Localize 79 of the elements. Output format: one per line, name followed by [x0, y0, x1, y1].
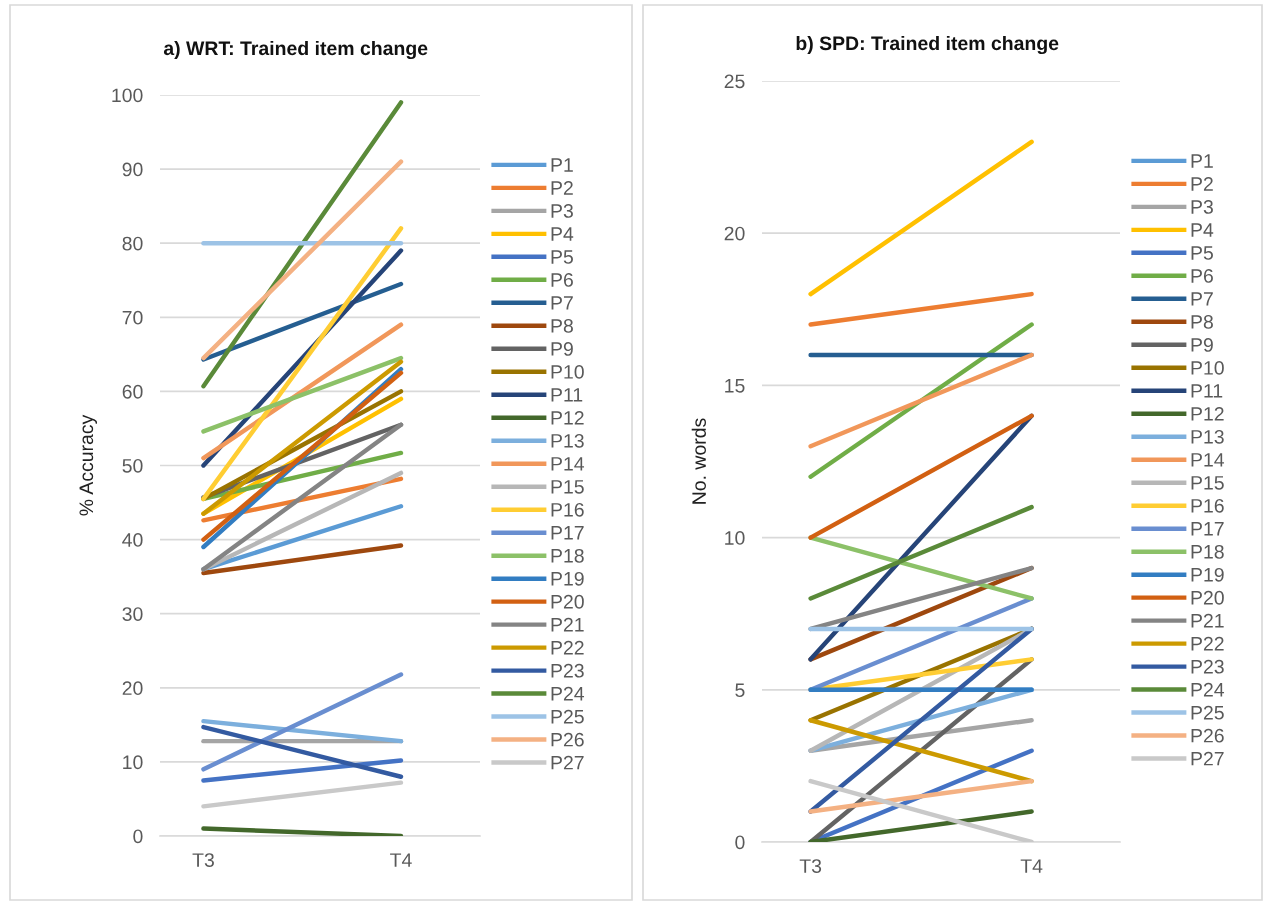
- legend-label: P6: [1191, 269, 1213, 283]
- y-axis-title: No. words: [691, 418, 706, 504]
- y-tick-label: 70: [122, 310, 143, 325]
- legend-label: P27: [1191, 751, 1224, 766]
- x-tick-label: T4: [1020, 859, 1043, 873]
- legend-label: P18: [1191, 544, 1224, 559]
- y-axis-title: % Accuracy: [79, 414, 98, 516]
- legend-label: P22: [1191, 636, 1224, 651]
- y-tick-label: 20: [122, 681, 143, 696]
- x-tick-label: T4: [390, 853, 412, 867]
- y-tick-label: 90: [122, 162, 143, 177]
- legend-label: P18: [551, 548, 584, 563]
- legend-label: P1: [1191, 154, 1213, 168]
- y-tick-label: 25: [724, 74, 745, 89]
- legend-label: P6: [551, 273, 573, 287]
- y-tick-label: 50: [122, 458, 143, 473]
- legend-label: P21: [1191, 613, 1224, 628]
- legend-label: P2: [551, 181, 573, 195]
- legend-label: P26: [551, 732, 584, 747]
- legend-label: P24: [1191, 682, 1225, 697]
- y-tick-label: 80: [122, 236, 143, 251]
- chart-title: b) SPD: Trained item change: [796, 35, 1059, 55]
- legend-label: P27: [551, 755, 584, 770]
- legend-label: P8: [1191, 315, 1213, 329]
- legend-label: P12: [1191, 406, 1224, 421]
- legend-label: P22: [551, 640, 584, 655]
- legend-label: P1: [551, 158, 573, 172]
- legend-label: P11: [551, 388, 583, 402]
- legend-label: P25: [551, 709, 584, 724]
- legend-label: P16: [551, 502, 584, 517]
- y-tick-label: 100: [112, 88, 143, 103]
- legend-label: P13: [551, 433, 584, 448]
- legend-label: P10: [551, 365, 584, 379]
- legend-label: P10: [1191, 361, 1224, 375]
- legend-label: P9: [1191, 338, 1213, 352]
- legend-label: P17: [1191, 522, 1224, 536]
- legend-label: P19: [1191, 567, 1224, 582]
- legend-label: P14: [1191, 453, 1225, 467]
- legend-label: P9: [551, 342, 573, 356]
- legend-label: P13: [1191, 429, 1224, 444]
- legend-label: P12: [551, 410, 584, 425]
- y-tick-label: 0: [133, 829, 143, 844]
- legend-label: P14: [551, 457, 585, 471]
- y-tick-label: 30: [122, 607, 143, 621]
- y-tick-label: 0: [735, 835, 745, 850]
- y-tick-label: 60: [122, 384, 143, 399]
- legend-label: P17: [551, 526, 584, 540]
- legend-label: P5: [551, 250, 573, 264]
- legend-label: P3: [1191, 200, 1213, 214]
- legend-label: P2: [1191, 177, 1213, 191]
- y-tick-label: 20: [724, 226, 745, 241]
- y-tick-label: 40: [122, 533, 143, 547]
- chart-title: a) WRT: Trained item change: [163, 40, 428, 60]
- legend-label: P19: [551, 571, 584, 586]
- legend-label: P3: [551, 204, 573, 218]
- y-tick-label: 5: [735, 683, 745, 698]
- y-tick-label: 15: [725, 379, 745, 393]
- x-tick-label: T3: [192, 853, 214, 867]
- legend-label: P26: [1191, 728, 1224, 743]
- legend-label: P7: [1191, 292, 1213, 306]
- legend-label: P7: [551, 296, 573, 310]
- legend-label: P20: [1191, 590, 1224, 605]
- legend-label: P5: [1191, 246, 1213, 260]
- x-tick-label: T3: [799, 859, 822, 873]
- y-tick-label: 10: [725, 531, 745, 545]
- legend-label: P4: [1191, 223, 1214, 237]
- legend-label: P8: [551, 319, 573, 333]
- legend-label: P23: [551, 663, 584, 678]
- legend-label: P16: [1191, 498, 1224, 513]
- legend-label: P11: [1191, 384, 1223, 398]
- y-tick-label: 10: [123, 755, 143, 770]
- legend-label: P24: [551, 686, 585, 701]
- legend-label: P23: [1191, 659, 1224, 674]
- legend-label: P15: [1191, 476, 1224, 490]
- legend-label: P21: [551, 617, 584, 632]
- legend-label: P25: [1191, 705, 1224, 720]
- legend-label: P4: [551, 227, 574, 241]
- legend-label: P15: [551, 480, 584, 494]
- legend-label: P20: [551, 594, 584, 609]
